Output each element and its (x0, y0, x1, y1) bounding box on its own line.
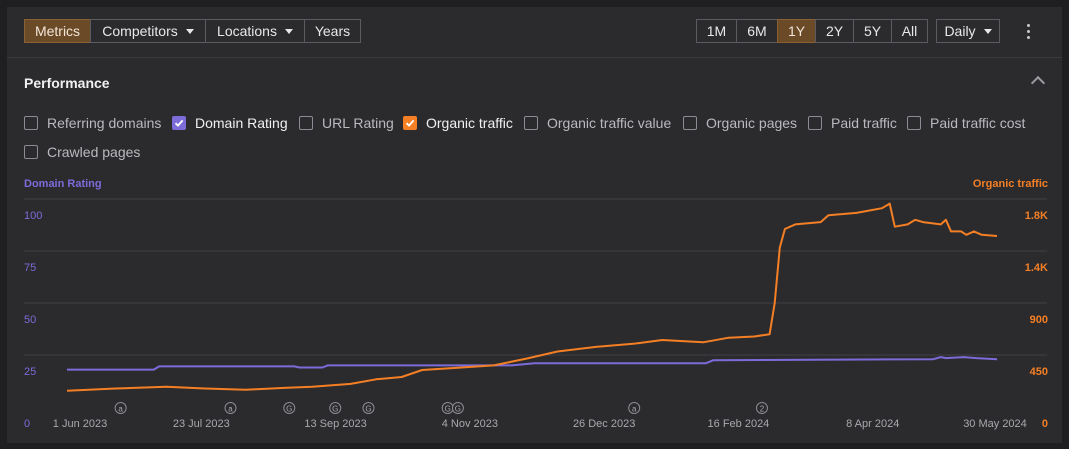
tab-label: Competitors (102, 23, 178, 39)
metric-paid-traffic-cost[interactable]: Paid traffic cost (907, 114, 1025, 132)
right-axis-title: Organic traffic (972, 178, 1048, 190)
left-axis-title: Domain Rating (24, 178, 102, 190)
tab-locations[interactable]: Locations (205, 19, 305, 43)
checkbox-checked-icon[interactable] (403, 116, 417, 130)
tab-label: Years (314, 23, 351, 39)
section-title: Performance (24, 75, 110, 91)
checkbox-icon[interactable] (907, 116, 921, 130)
annotation-label: G (365, 405, 371, 414)
x-tick-label: 23 Jul 2023 (173, 418, 230, 430)
left-tick-label: 50 (24, 314, 36, 326)
annotation-marker (755, 402, 768, 414)
right-tick-label: 1.4K (1025, 262, 1048, 274)
checkbox-icon[interactable] (299, 116, 313, 130)
range-6m[interactable]: 6M (736, 19, 778, 43)
annotation-marker (628, 402, 641, 414)
right-tick-label: 900 (1030, 314, 1048, 326)
chevron-down-icon (284, 28, 293, 34)
metric-crawled-pages[interactable]: Crawled pages (24, 143, 140, 161)
metric-label: Crawled pages (47, 144, 141, 160)
left-tick-label: 0 (24, 418, 30, 430)
performance-panel: Metrics Competitors Locations Years 1M 6M 1Y 2… (7, 7, 1062, 443)
range-1m[interactable]: 1M (696, 19, 737, 43)
annotation-label: a (632, 405, 637, 414)
x-tick-label: 13 Sep 2023 (304, 418, 366, 430)
metric-label: Organic traffic (426, 115, 513, 131)
annotation-marker (114, 402, 127, 414)
metric-label: URL Rating (322, 115, 394, 131)
checkbox-icon[interactable] (808, 116, 822, 130)
metric-label: Paid traffic (831, 115, 897, 131)
metric-organic-traffic-value[interactable]: Organic traffic value (524, 114, 671, 132)
annotation-label: a (118, 405, 123, 414)
metric-paid-traffic[interactable]: Paid traffic (808, 114, 897, 132)
toolbar-divider (7, 57, 1062, 58)
checkbox-icon[interactable] (524, 116, 538, 130)
x-tick-label: 26 Dec 2023 (573, 418, 635, 430)
metric-label: Referring domains (47, 115, 162, 131)
right-tick-label: 450 (1030, 366, 1048, 378)
right-tick-label: 0 (1042, 418, 1048, 430)
annotation-label: G (332, 405, 338, 414)
left-tick-label: 25 (24, 366, 36, 378)
checkbox-checked-icon[interactable] (172, 116, 186, 130)
annotation-label: G (455, 405, 461, 414)
performance-chart[interactable]: 0 0 25 450 50 900 75 1.4K 100 1.8K 1 Jun 2023 23 Ju… (7, 7, 1062, 443)
metric-label: Domain Rating (195, 115, 288, 131)
series-line-domain-rating (67, 356, 998, 371)
x-tick-label: 8 Apr 2024 (846, 418, 899, 430)
checkbox-icon[interactable] (24, 116, 38, 130)
annotation-label: 2 (760, 405, 765, 414)
range-all[interactable]: All (891, 19, 928, 43)
tab-years[interactable]: Years (304, 19, 361, 43)
left-tick-label: 75 (24, 262, 36, 274)
right-tick-label: 1.8K (1025, 210, 1048, 222)
metric-label: Organic pages (706, 115, 798, 131)
metric-referring-domains[interactable]: Referring domains (24, 114, 161, 132)
annotation-marker (329, 402, 342, 414)
annotation-label: a (228, 405, 233, 414)
metric-url-rating[interactable]: URL Rating (299, 114, 394, 132)
annotation-label: G (445, 405, 451, 414)
metric-label: Organic traffic value (547, 115, 672, 131)
tab-label: Metrics (34, 23, 81, 39)
granularity-dropdown[interactable]: Daily (936, 19, 1000, 43)
metric-organic-pages[interactable]: Organic pages (683, 114, 797, 132)
tab-competitors[interactable]: Competitors (90, 19, 206, 43)
annotation-label: G (286, 405, 292, 414)
x-tick-label: 30 May 2024 (963, 418, 1027, 430)
annotation-marker (362, 402, 375, 414)
annotation-marker (451, 402, 464, 414)
x-tick-label: 1 Jun 2023 (53, 418, 107, 430)
checkbox-icon[interactable] (24, 145, 38, 159)
annotation-marker (283, 402, 296, 414)
x-tick-label: 16 Feb 2024 (708, 418, 770, 430)
series-line-organic-traffic (66, 202, 998, 392)
chevron-down-icon (983, 28, 992, 34)
metric-label: Paid traffic cost (930, 115, 1026, 131)
metric-organic-traffic[interactable]: Organic traffic (403, 114, 513, 132)
range-2y[interactable]: 2Y (815, 19, 854, 43)
chevron-down-icon (185, 28, 194, 34)
annotation-marker (224, 402, 237, 414)
range-1y[interactable]: 1Y (777, 19, 816, 43)
kebab-menu-icon[interactable] (1026, 24, 1032, 42)
tab-metrics[interactable]: Metrics (24, 19, 91, 43)
x-tick-label: 4 Nov 2023 (442, 418, 498, 430)
left-tick-label: 100 (24, 210, 42, 222)
tab-label: Locations (217, 23, 277, 39)
checkbox-icon[interactable] (683, 116, 697, 130)
metric-domain-rating[interactable]: Domain Rating (172, 114, 288, 132)
granularity-label: Daily (944, 23, 976, 39)
